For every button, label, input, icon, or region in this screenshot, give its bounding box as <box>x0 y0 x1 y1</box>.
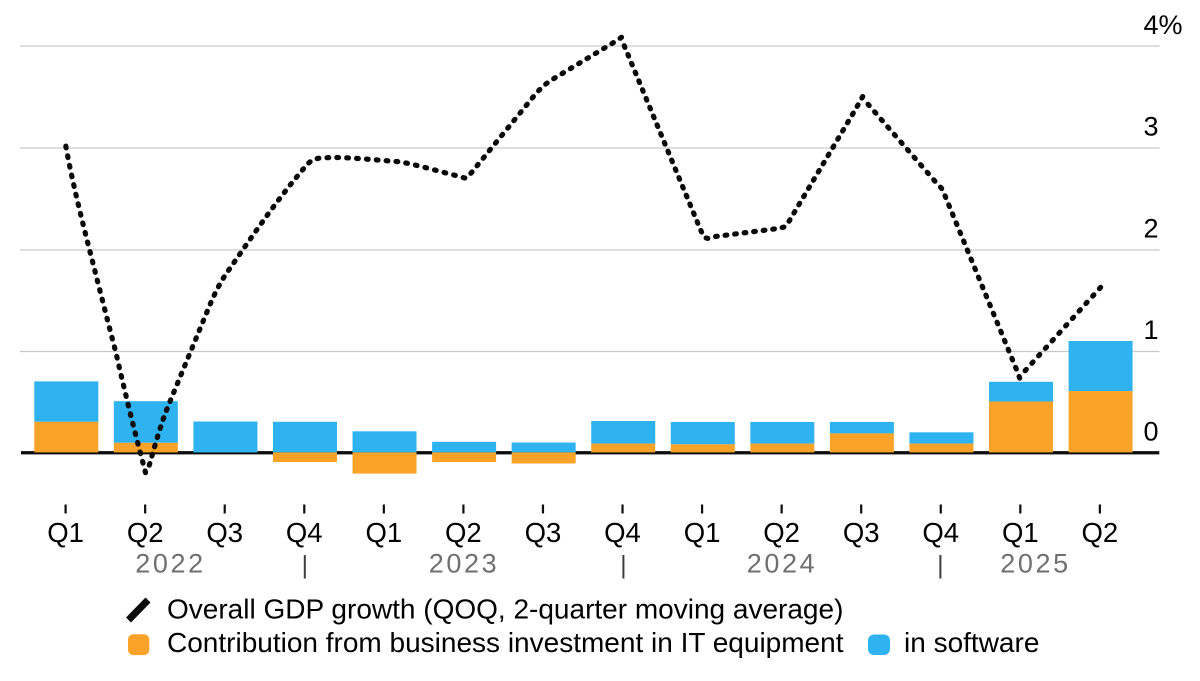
svg-text:4%: 4% <box>1144 10 1183 40</box>
svg-text:Overall GDP growth (QOQ, 2-qua: Overall GDP growth (QOQ, 2-quarter movin… <box>167 594 843 625</box>
svg-text:2024: 2024 <box>747 549 817 579</box>
svg-text:2: 2 <box>1144 213 1159 243</box>
svg-text:Q1: Q1 <box>1002 517 1039 548</box>
svg-text:Q4: Q4 <box>604 517 641 548</box>
svg-text:2023: 2023 <box>429 549 499 579</box>
svg-text:Q2: Q2 <box>763 517 800 548</box>
svg-text:Q3: Q3 <box>843 517 880 548</box>
svg-text:Q1: Q1 <box>47 517 84 548</box>
svg-text:Q3: Q3 <box>525 517 562 548</box>
svg-text:0: 0 <box>1144 417 1159 447</box>
svg-text:Q1: Q1 <box>684 517 721 548</box>
svg-text:Q2: Q2 <box>127 517 164 548</box>
svg-text:Q1: Q1 <box>365 517 402 548</box>
svg-text:Q4: Q4 <box>922 517 959 548</box>
svg-text:Contribution from business inv: Contribution from business investment in… <box>167 627 844 658</box>
svg-text:1: 1 <box>1144 315 1159 345</box>
svg-text:Q4: Q4 <box>286 517 323 548</box>
svg-text:2025: 2025 <box>1000 549 1070 579</box>
svg-text:Q2: Q2 <box>1082 517 1119 548</box>
svg-text:Q3: Q3 <box>206 517 243 548</box>
svg-text:3: 3 <box>1144 112 1159 142</box>
svg-text:2022: 2022 <box>135 549 205 579</box>
svg-text:in software: in software <box>904 627 1039 658</box>
svg-text:Q2: Q2 <box>445 517 482 548</box>
